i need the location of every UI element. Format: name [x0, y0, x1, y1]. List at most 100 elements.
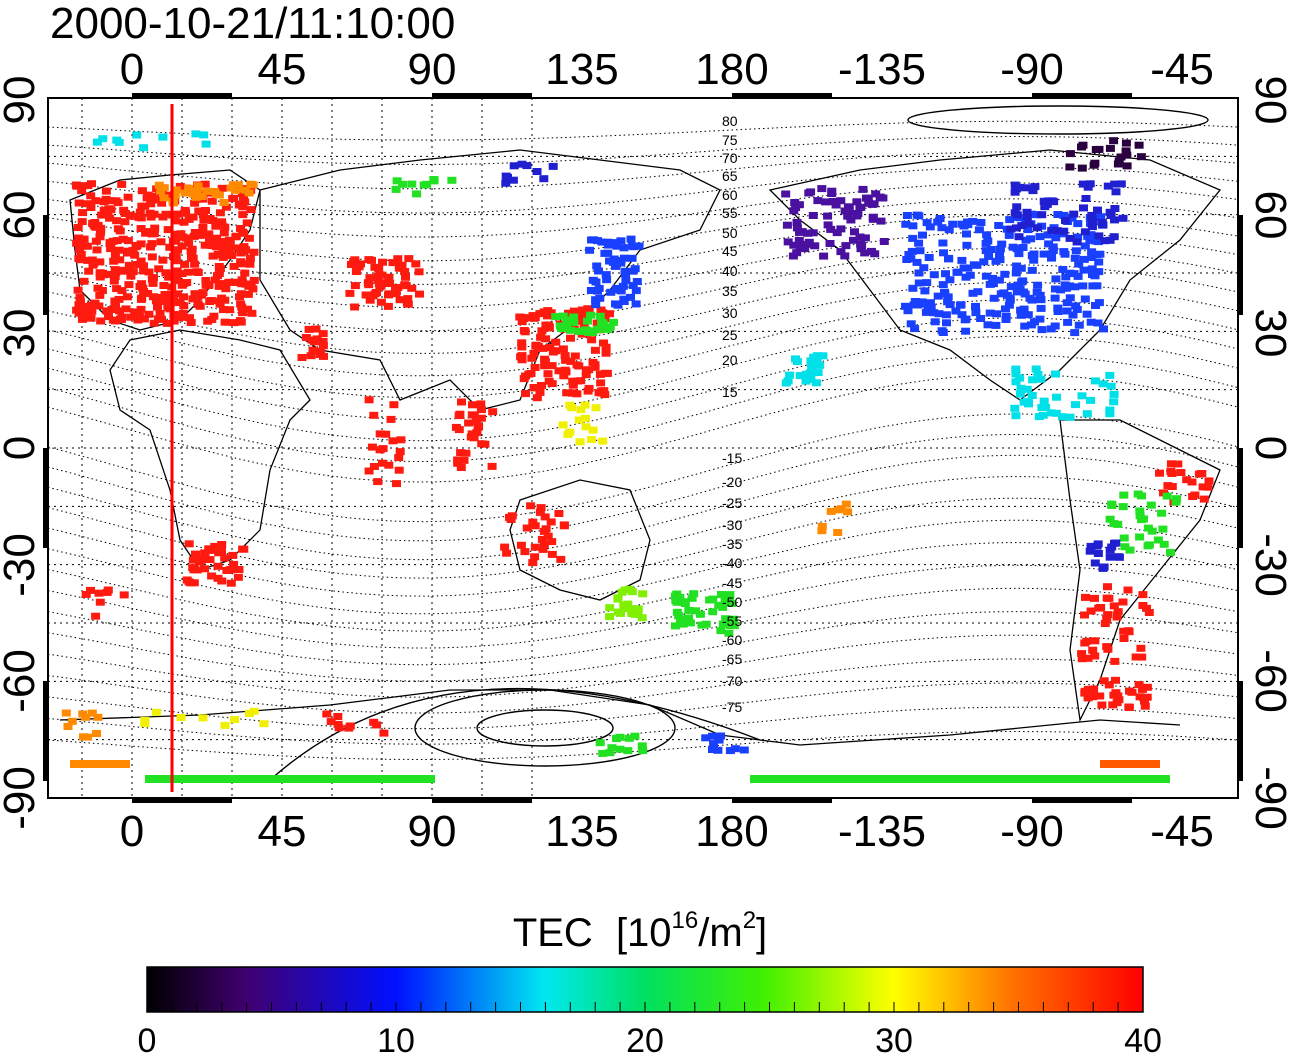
tec-cell — [79, 235, 89, 243]
tec-cell — [985, 309, 995, 317]
tec-cell — [154, 181, 164, 189]
tec-cell — [606, 288, 616, 296]
tec-cell — [806, 376, 816, 383]
tec-cell — [556, 555, 566, 563]
tec-cell — [591, 404, 601, 412]
tec-cell — [994, 276, 1004, 284]
tec-cell — [1043, 231, 1053, 239]
tec-cell — [1006, 225, 1016, 233]
tec-cell — [1167, 470, 1177, 477]
tec-cell — [75, 246, 85, 254]
tec-cell — [627, 610, 637, 617]
tec-cell — [575, 438, 585, 446]
contour-label: 25 — [722, 327, 738, 343]
tec-cell — [676, 615, 685, 623]
tec-cell — [1053, 308, 1063, 315]
tec-cell — [561, 356, 571, 364]
tec-cell — [517, 339, 527, 347]
tec-cell — [403, 295, 413, 303]
tec-cell — [76, 298, 85, 306]
tec-cell — [187, 252, 197, 260]
tec-cell — [558, 421, 568, 429]
tec-cell — [1118, 214, 1128, 222]
tec-cell — [560, 366, 570, 374]
tec-cell — [301, 334, 311, 341]
tec-cell — [1123, 627, 1133, 635]
tec-cell — [527, 354, 537, 362]
tec-cell — [238, 309, 248, 317]
tec-cell — [451, 423, 461, 431]
tec-cell — [593, 287, 602, 295]
tec-cell — [370, 263, 380, 271]
tec-cell — [249, 276, 259, 284]
tec-cell — [318, 342, 328, 350]
tec-cell — [792, 218, 802, 226]
tec-cell — [1081, 593, 1090, 601]
tec-cell — [1162, 492, 1172, 500]
tec-cell — [1023, 311, 1033, 319]
tec-cell — [217, 237, 227, 245]
bottom-lon-label: 45 — [258, 807, 307, 856]
tec-cell — [522, 524, 532, 532]
tec-cell — [411, 260, 421, 268]
tec-cell — [1100, 620, 1110, 627]
tec-cell — [158, 256, 168, 264]
tec-cell — [192, 566, 202, 574]
colorbar-tick-label: 30 — [875, 1022, 913, 1057]
tec-cell — [350, 256, 360, 264]
tec-cell — [1022, 213, 1032, 221]
tec-cell — [98, 135, 108, 143]
tec-cell — [83, 733, 93, 741]
tec-cell — [1131, 653, 1141, 661]
tec-cell — [1134, 141, 1144, 149]
tec-cell — [82, 242, 92, 250]
tec-cell — [1012, 262, 1022, 270]
tec-cell — [83, 256, 93, 264]
tec-cell — [638, 747, 648, 755]
tec-cell — [99, 198, 109, 206]
tec-cell — [1016, 306, 1026, 314]
contour-label: -70 — [722, 673, 742, 689]
tec-cell — [581, 311, 590, 319]
tec-cell — [875, 193, 885, 201]
tec-cell — [628, 282, 638, 289]
bottom-lon-label: -90 — [1000, 807, 1064, 856]
tec-cell — [864, 199, 874, 207]
tec-cell — [1015, 374, 1025, 382]
tec-cell — [136, 225, 146, 232]
left-lat-label: 90 — [0, 76, 44, 125]
tec-cell — [995, 251, 1004, 259]
tec-cell — [976, 219, 986, 226]
tec-cell — [1119, 627, 1129, 635]
tec-cell — [205, 556, 215, 564]
tec-cell — [605, 613, 615, 621]
tec-cell — [1158, 525, 1168, 533]
tec-cell — [1095, 250, 1105, 258]
tec-cell — [1079, 255, 1089, 263]
tec-cell — [308, 346, 318, 354]
tec-cell — [937, 327, 947, 335]
tec-cell — [1025, 294, 1035, 302]
tec-cell — [1071, 302, 1081, 310]
contour-labels: 80 75 70 65 60 55 50 45 40 35 30 25 20 15 -15 -20 -25 -30… — [722, 113, 742, 715]
tec-cell — [626, 293, 635, 301]
tec-cell — [963, 264, 973, 272]
bottom-lon-label: 135 — [545, 807, 618, 856]
tec-cell — [1203, 483, 1213, 491]
tec-cell — [583, 328, 593, 336]
right-lat-label: -90 — [1246, 766, 1292, 830]
tec-cell — [1028, 252, 1038, 260]
tec-cell — [464, 419, 474, 427]
tec-cell — [1137, 516, 1147, 524]
tec-cell — [588, 276, 598, 284]
tec-cell — [200, 180, 210, 188]
tec-cell — [1146, 501, 1156, 509]
tec-cell — [615, 745, 625, 753]
tec-cell — [908, 284, 918, 292]
tec-cell — [627, 254, 637, 262]
tec-cell — [1022, 208, 1032, 216]
tec-cell — [638, 590, 648, 598]
tec-cell — [595, 739, 605, 747]
tec-cell — [841, 500, 851, 508]
tec-cell — [924, 254, 934, 261]
